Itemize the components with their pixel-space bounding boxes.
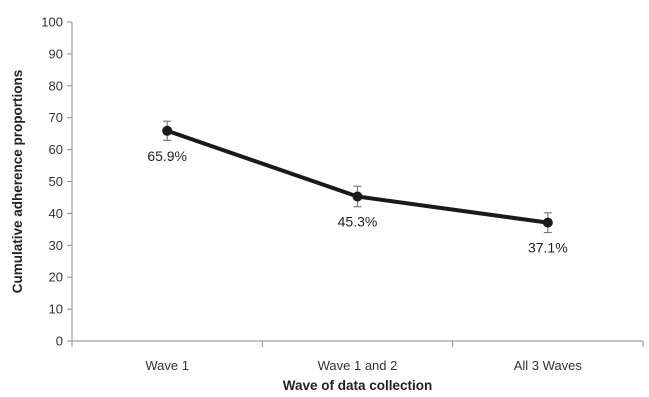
x-tick-label: Wave 1 xyxy=(145,358,189,373)
y-tick-label: 40 xyxy=(49,206,63,221)
y-axis-title: Cumulative adherence proportions xyxy=(10,70,25,294)
x-tick-label: All 3 Waves xyxy=(514,358,583,373)
y-tick-label: 60 xyxy=(49,142,63,157)
y-tick-label: 50 xyxy=(49,174,63,189)
y-tick-label: 80 xyxy=(49,78,63,93)
y-tick-labels: 0 10 20 30 40 50 60 70 80 90 100 xyxy=(41,15,63,349)
data-label: 45.3% xyxy=(338,213,378,229)
y-tick-label: 0 xyxy=(56,334,63,349)
y-tick-label: 70 xyxy=(49,110,63,125)
data-point xyxy=(162,125,173,136)
x-tick-labels: Wave 1 Wave 1 and 2 All 3 Waves xyxy=(145,358,582,373)
data-label: 65.9% xyxy=(147,148,187,164)
series xyxy=(162,120,553,234)
x-tick-label: Wave 1 and 2 xyxy=(318,358,398,373)
y-tick-label: 30 xyxy=(49,238,63,253)
data-point xyxy=(542,217,553,228)
y-tick-label: 20 xyxy=(49,270,63,285)
axes xyxy=(67,21,644,347)
x-axis-title: Wave of data collection xyxy=(283,378,433,393)
data-label: 37.1% xyxy=(528,240,568,256)
data-labels: 65.9% 45.3% 37.1% xyxy=(147,148,567,256)
data-point xyxy=(352,191,363,202)
y-tick-label: 10 xyxy=(49,302,63,317)
y-tick-label: 90 xyxy=(49,46,63,61)
y-tick-label: 100 xyxy=(41,15,63,30)
series-line xyxy=(166,128,549,225)
